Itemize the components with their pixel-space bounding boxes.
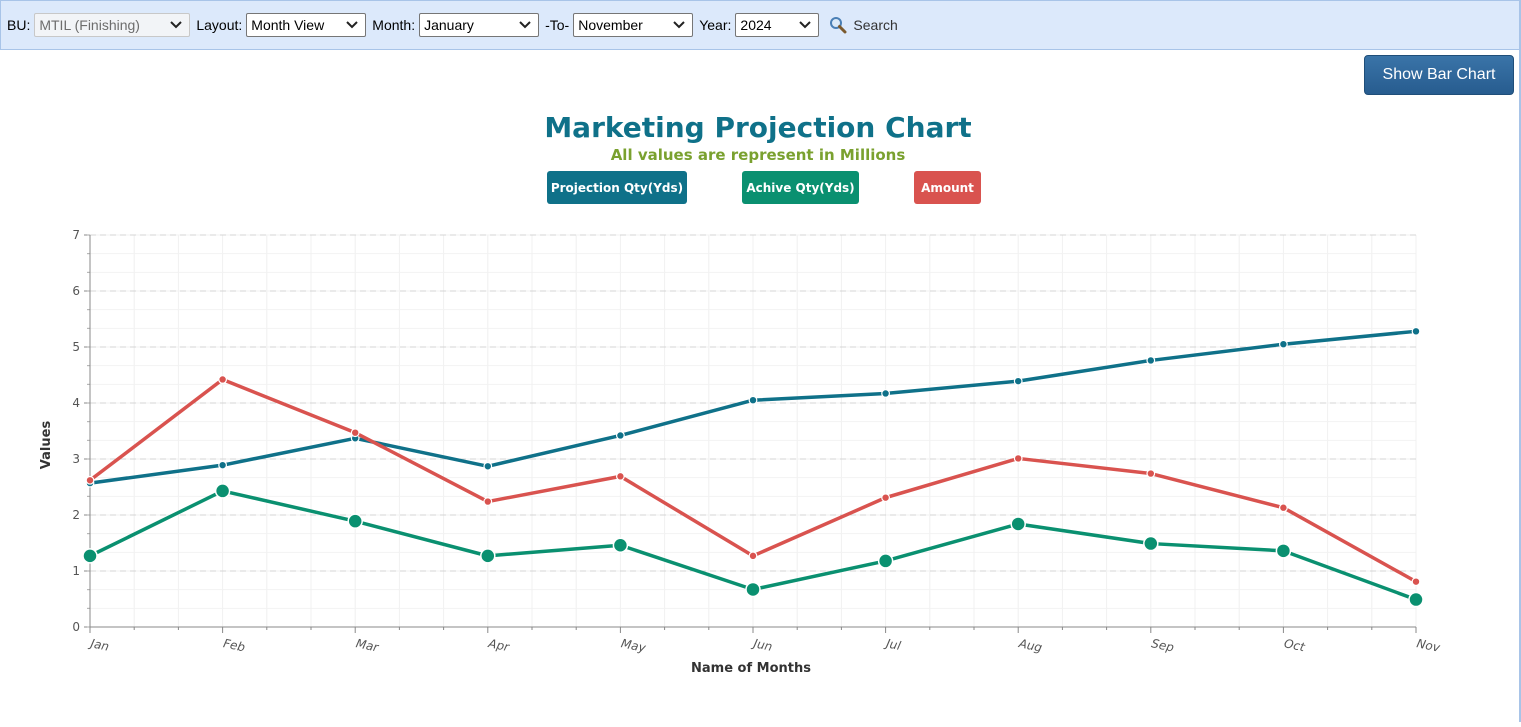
- x-tick-label: Sep: [1150, 636, 1175, 654]
- data-point: [1278, 339, 1288, 349]
- y-tick-label: 3: [72, 452, 80, 466]
- legend-label: Projection Qty(Yds): [551, 181, 683, 195]
- data-point: [1411, 326, 1421, 336]
- legend-item[interactable]: Projection Qty(Yds): [547, 171, 687, 204]
- x-tick-label: Mar: [355, 636, 381, 655]
- month-label: Month:: [372, 17, 416, 33]
- data-point: [1408, 591, 1424, 608]
- data-point: [350, 428, 360, 438]
- x-tick-label: Aug: [1017, 636, 1044, 655]
- chevron-down-icon: [519, 21, 531, 29]
- data-point: [881, 493, 890, 503]
- bu-select[interactable]: MTIL (Finishing): [34, 13, 191, 37]
- y-tick-label: 4: [72, 396, 80, 410]
- chevron-down-icon: [673, 21, 685, 29]
- search-button[interactable]: Search: [829, 16, 898, 34]
- chart-axes: 0 1 2 3 4 5 6 7 Jan Feb Mar Apr May Jun Jul Aug Sep Oct No…: [72, 228, 1442, 655]
- data-point: [1278, 503, 1288, 513]
- chevron-down-icon: [799, 21, 812, 29]
- year-select[interactable]: 2024: [735, 13, 820, 37]
- legend-swatch: [742, 171, 859, 204]
- legend-swatch: [547, 171, 687, 204]
- year-select-value: 2024: [740, 17, 772, 33]
- data-point: [1275, 543, 1292, 559]
- chart-title: Marketing Projection Chart: [544, 111, 971, 144]
- to-label: -To-: [545, 17, 570, 33]
- data-point: [616, 471, 625, 481]
- legend-item[interactable]: Amount: [914, 171, 981, 204]
- data-point: [480, 548, 496, 564]
- chevron-down-icon: [346, 21, 358, 29]
- chart-container: Marketing Projection Chart All values ar…: [0, 50, 1521, 722]
- x-tick-label: Nov: [1415, 636, 1442, 655]
- chart-grid: [89, 234, 1417, 628]
- data-point: [1411, 577, 1421, 587]
- search-icon: [830, 17, 847, 34]
- filter-toolbar: BU: MTIL (Finishing) Layout: Month View …: [0, 0, 1521, 50]
- bu-select-value: MTIL (Finishing): [39, 17, 140, 33]
- data-point: [1013, 376, 1023, 386]
- data-point: [1013, 454, 1023, 463]
- month-from-value: January: [424, 17, 474, 33]
- data-point: [877, 553, 894, 569]
- data-point: [1010, 516, 1026, 532]
- y-axis-label: Values: [39, 421, 54, 470]
- month-to-select[interactable]: November: [573, 13, 694, 37]
- data-point: [616, 431, 625, 440]
- data-point: [881, 389, 890, 398]
- chart-series: [82, 326, 1424, 608]
- y-tick-label: 1: [72, 564, 80, 578]
- legend-item[interactable]: Achive Qty(Yds): [742, 171, 859, 204]
- x-axis-label: Name of Months: [691, 661, 811, 676]
- data-point: [745, 581, 761, 598]
- data-point: [85, 475, 95, 485]
- year-label: Year:: [699, 17, 732, 33]
- chart-legend: Projection Qty(Yds) Achive Qty(Yds) Amount: [547, 171, 981, 204]
- x-tick-label: Jan: [87, 636, 110, 654]
- data-point: [483, 497, 493, 506]
- data-point: [483, 461, 493, 471]
- data-point: [82, 548, 98, 564]
- x-tick-label: Jul: [883, 636, 903, 653]
- window-edge: [1519, 0, 1521, 722]
- y-tick-label: 0: [72, 620, 80, 634]
- data-point: [218, 460, 228, 470]
- y-tick-label: 7: [72, 228, 80, 242]
- x-tick-label: Oct: [1283, 636, 1307, 654]
- x-tick-label: Jun: [750, 636, 773, 654]
- data-point: [748, 395, 758, 405]
- legend-label: Achive Qty(Yds): [746, 181, 854, 195]
- layout-label: Layout:: [196, 17, 243, 33]
- x-tick-label: May: [620, 636, 648, 655]
- y-tick-label: 5: [72, 340, 80, 354]
- legend-swatch: [914, 171, 981, 204]
- data-point: [1143, 535, 1159, 552]
- data-point: [218, 375, 228, 384]
- data-point: [612, 537, 629, 553]
- x-tick-label: Feb: [222, 636, 247, 654]
- layout-select-value: Month View: [251, 17, 325, 33]
- chart-subtitle: All values are represent in Millions: [611, 146, 906, 164]
- layout-select[interactable]: Month View: [246, 13, 367, 37]
- x-tick-label: Apr: [486, 636, 511, 654]
- data-point: [347, 513, 363, 529]
- month-from-select[interactable]: January: [419, 13, 540, 37]
- legend-label: Amount: [921, 181, 974, 195]
- search-label: Search: [853, 17, 898, 33]
- y-tick-label: 6: [72, 284, 80, 298]
- y-tick-label: 2: [72, 508, 80, 522]
- data-point: [214, 483, 231, 499]
- data-point: [748, 551, 758, 561]
- data-point: [1146, 469, 1156, 478]
- month-to-value: November: [578, 17, 643, 33]
- line-chart: Marketing Projection Chart All values ar…: [39, 111, 1442, 676]
- chevron-down-icon: [170, 21, 183, 29]
- bu-label: BU:: [7, 17, 31, 33]
- data-point: [1146, 356, 1156, 365]
- show-bar-chart-button[interactable]: Show Bar Chart: [1364, 55, 1514, 95]
